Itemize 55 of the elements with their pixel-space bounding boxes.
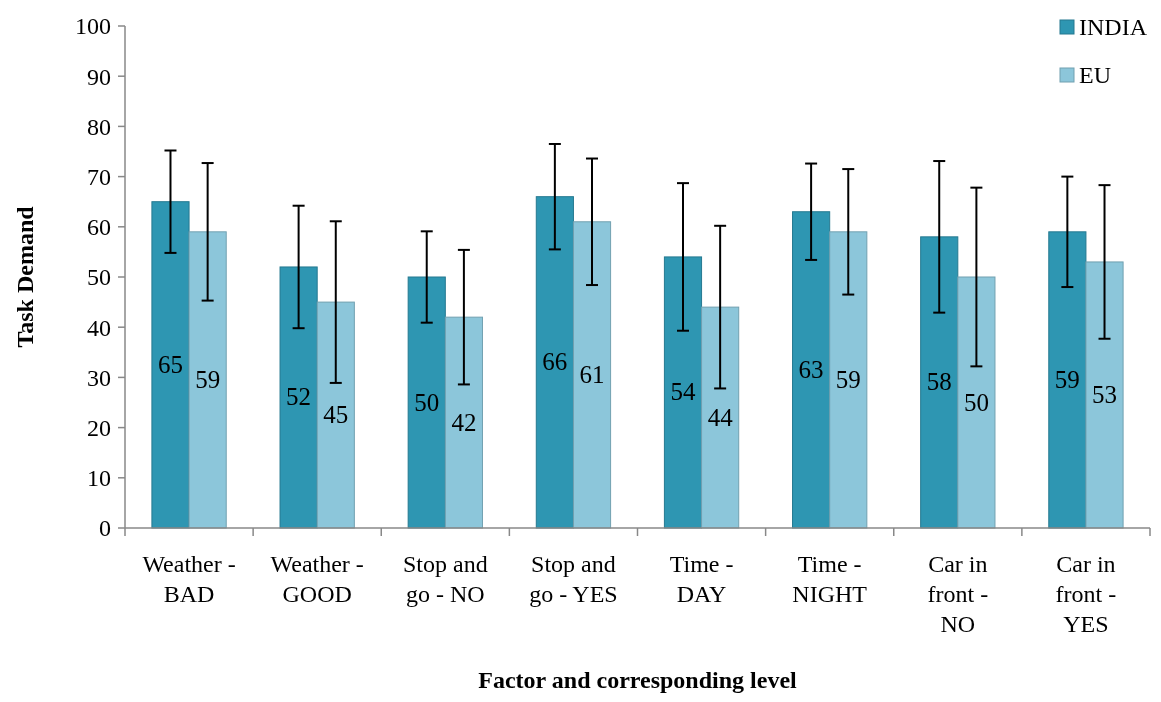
bar bbox=[444, 316, 483, 529]
data-label: 45 bbox=[323, 401, 349, 429]
y-tick-label: 0 bbox=[99, 515, 111, 542]
legend-label: INDIA bbox=[1079, 14, 1148, 41]
bar bbox=[663, 256, 703, 529]
bar bbox=[407, 276, 446, 529]
bar bbox=[829, 231, 868, 529]
data-label: 66 bbox=[542, 348, 568, 376]
y-axis-title: Task Demand bbox=[12, 205, 38, 348]
bar bbox=[188, 231, 227, 529]
y-tick-label: 50 bbox=[87, 264, 111, 291]
y-tick-label: 80 bbox=[87, 113, 111, 140]
bar bbox=[1048, 231, 1087, 529]
x-tick-label: Stop and go - NO bbox=[402, 551, 488, 607]
data-label: 59 bbox=[1054, 365, 1080, 393]
bar bbox=[957, 276, 996, 529]
x-tick-label: Weather - GOOD bbox=[270, 551, 364, 607]
data-label: 44 bbox=[707, 403, 734, 431]
data-label: 42 bbox=[451, 408, 477, 436]
data-label: 63 bbox=[798, 355, 824, 383]
y-tick-label: 60 bbox=[87, 214, 111, 241]
data-label: 58 bbox=[926, 368, 952, 396]
x-tick-label: Weather - BAD bbox=[142, 551, 236, 607]
bar bbox=[535, 196, 574, 529]
data-label: 52 bbox=[286, 383, 312, 411]
bar bbox=[920, 236, 959, 529]
x-tick-label: Car in front - NO bbox=[927, 551, 989, 637]
data-label: 59 bbox=[195, 365, 221, 393]
data-label: 54 bbox=[670, 378, 696, 406]
y-tick-label: 100 bbox=[75, 13, 111, 40]
x-tick-label: Time - NIGHT bbox=[792, 551, 868, 607]
x-tick-label: Time - DAY bbox=[669, 551, 734, 607]
bar bbox=[701, 306, 740, 529]
x-tick-label: Car in front - YES bbox=[1055, 551, 1117, 637]
legend-label: EU bbox=[1079, 62, 1111, 89]
bar bbox=[316, 301, 355, 529]
y-tick-label: 40 bbox=[87, 314, 111, 341]
y-tick-label: 30 bbox=[87, 364, 111, 391]
data-label: 61 bbox=[579, 360, 605, 388]
y-tick-label: 10 bbox=[87, 465, 111, 492]
data-label: 50 bbox=[414, 388, 440, 416]
x-tick-label: Stop and go - YES bbox=[529, 551, 618, 607]
y-tick-label: 20 bbox=[87, 415, 111, 441]
bar bbox=[1085, 261, 1124, 529]
data-label: 50 bbox=[963, 388, 989, 416]
bar bbox=[151, 201, 190, 529]
y-tick-label: 90 bbox=[87, 63, 111, 90]
bar bbox=[792, 211, 831, 529]
bar bbox=[279, 266, 318, 529]
data-label: 65 bbox=[157, 350, 183, 378]
bar bbox=[572, 221, 612, 529]
data-label: 59 bbox=[835, 365, 861, 393]
x-axis-title: Factor and corresponding level bbox=[478, 667, 798, 693]
data-label: 53 bbox=[1092, 380, 1118, 408]
y-tick-label: 70 bbox=[87, 164, 111, 190]
